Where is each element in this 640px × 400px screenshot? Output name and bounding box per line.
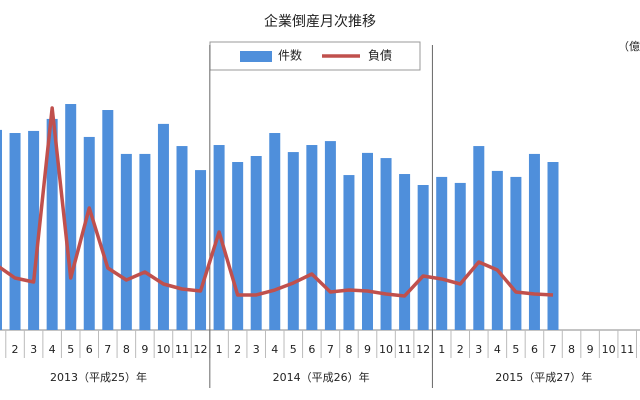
legend-label: 件数 [278, 48, 302, 63]
x-tick-label: 4 [271, 343, 278, 356]
x-tick-label: 2 [234, 343, 241, 356]
bar [324, 141, 336, 330]
bar [436, 176, 448, 330]
x-tick-label: 3 [253, 343, 260, 356]
bar [9, 133, 21, 330]
bar [102, 110, 114, 330]
x-tick-label: 12 [639, 343, 640, 356]
group-label: 2013（平成25）年 [50, 370, 147, 384]
bar [343, 175, 355, 330]
bar [176, 146, 188, 330]
x-tick-label: 7 [104, 343, 111, 356]
group-label: 2014（平成26）年 [273, 370, 370, 384]
x-tick-label: 5 [512, 343, 519, 356]
bar [380, 158, 392, 330]
x-tick-label: 4 [49, 343, 56, 356]
x-tick-label: 4 [494, 343, 501, 356]
x-tick-label: 2 [12, 343, 19, 356]
y2-axis-label: （億円） [618, 40, 640, 53]
legend-label: 負債 [368, 48, 392, 63]
bar [362, 152, 373, 330]
x-tick-label: 11 [398, 343, 412, 356]
line-series [0, 106, 554, 298]
bar [510, 176, 522, 330]
x-tick-label: 7 [327, 343, 334, 356]
bar [0, 129, 2, 330]
x-tick-label: 8 [123, 343, 130, 356]
x-tick-label: 6 [308, 343, 315, 356]
bar [120, 153, 132, 330]
x-tick-label: 12 [416, 343, 430, 356]
bar [399, 174, 411, 330]
bar [65, 104, 77, 330]
bar [250, 156, 262, 330]
x-tick-label: 5 [290, 343, 297, 356]
bar [491, 170, 503, 330]
bar [306, 145, 318, 330]
x-tick-label: 6 [531, 343, 538, 356]
bar [269, 133, 281, 330]
bar [287, 152, 299, 330]
x-tick-label: 10 [156, 343, 170, 356]
bar [547, 162, 559, 330]
x-tick-label: 9 [587, 343, 594, 356]
bar [417, 185, 429, 330]
x-tick-label: 8 [345, 343, 352, 356]
x-tick-label: 1 [438, 343, 445, 356]
bar [83, 136, 95, 330]
bar [28, 130, 40, 330]
x-tick-label: 10 [602, 343, 616, 356]
bar [157, 123, 169, 331]
x-tick-label: 10 [379, 343, 393, 356]
x-tick-label: 3 [475, 343, 482, 356]
x-tick-label: 5 [67, 343, 74, 356]
bar [232, 162, 244, 330]
bar [195, 170, 207, 330]
group-label: 2015（平成27）年 [495, 370, 592, 384]
bar [528, 153, 540, 330]
x-tick-label: 12 [194, 343, 208, 356]
x-tick-label: 7 [550, 343, 557, 356]
x-tick-label: 2 [457, 343, 464, 356]
legend-swatch [240, 51, 272, 62]
bar [46, 118, 58, 331]
x-tick-label: 11 [620, 343, 634, 356]
x-tick-label: 6 [86, 343, 93, 356]
x-tick-label: 1 [216, 343, 223, 356]
x-tick-label: 8 [568, 343, 575, 356]
bar [139, 153, 151, 330]
x-tick-label: 3 [30, 343, 37, 356]
x-tick-label: 9 [141, 343, 148, 356]
chart-title: 企業倒産月次推移 [264, 13, 376, 30]
x-tick-label: 11 [175, 343, 189, 356]
bar [473, 146, 485, 330]
bar [454, 182, 466, 330]
x-tick-label: 9 [364, 343, 371, 356]
